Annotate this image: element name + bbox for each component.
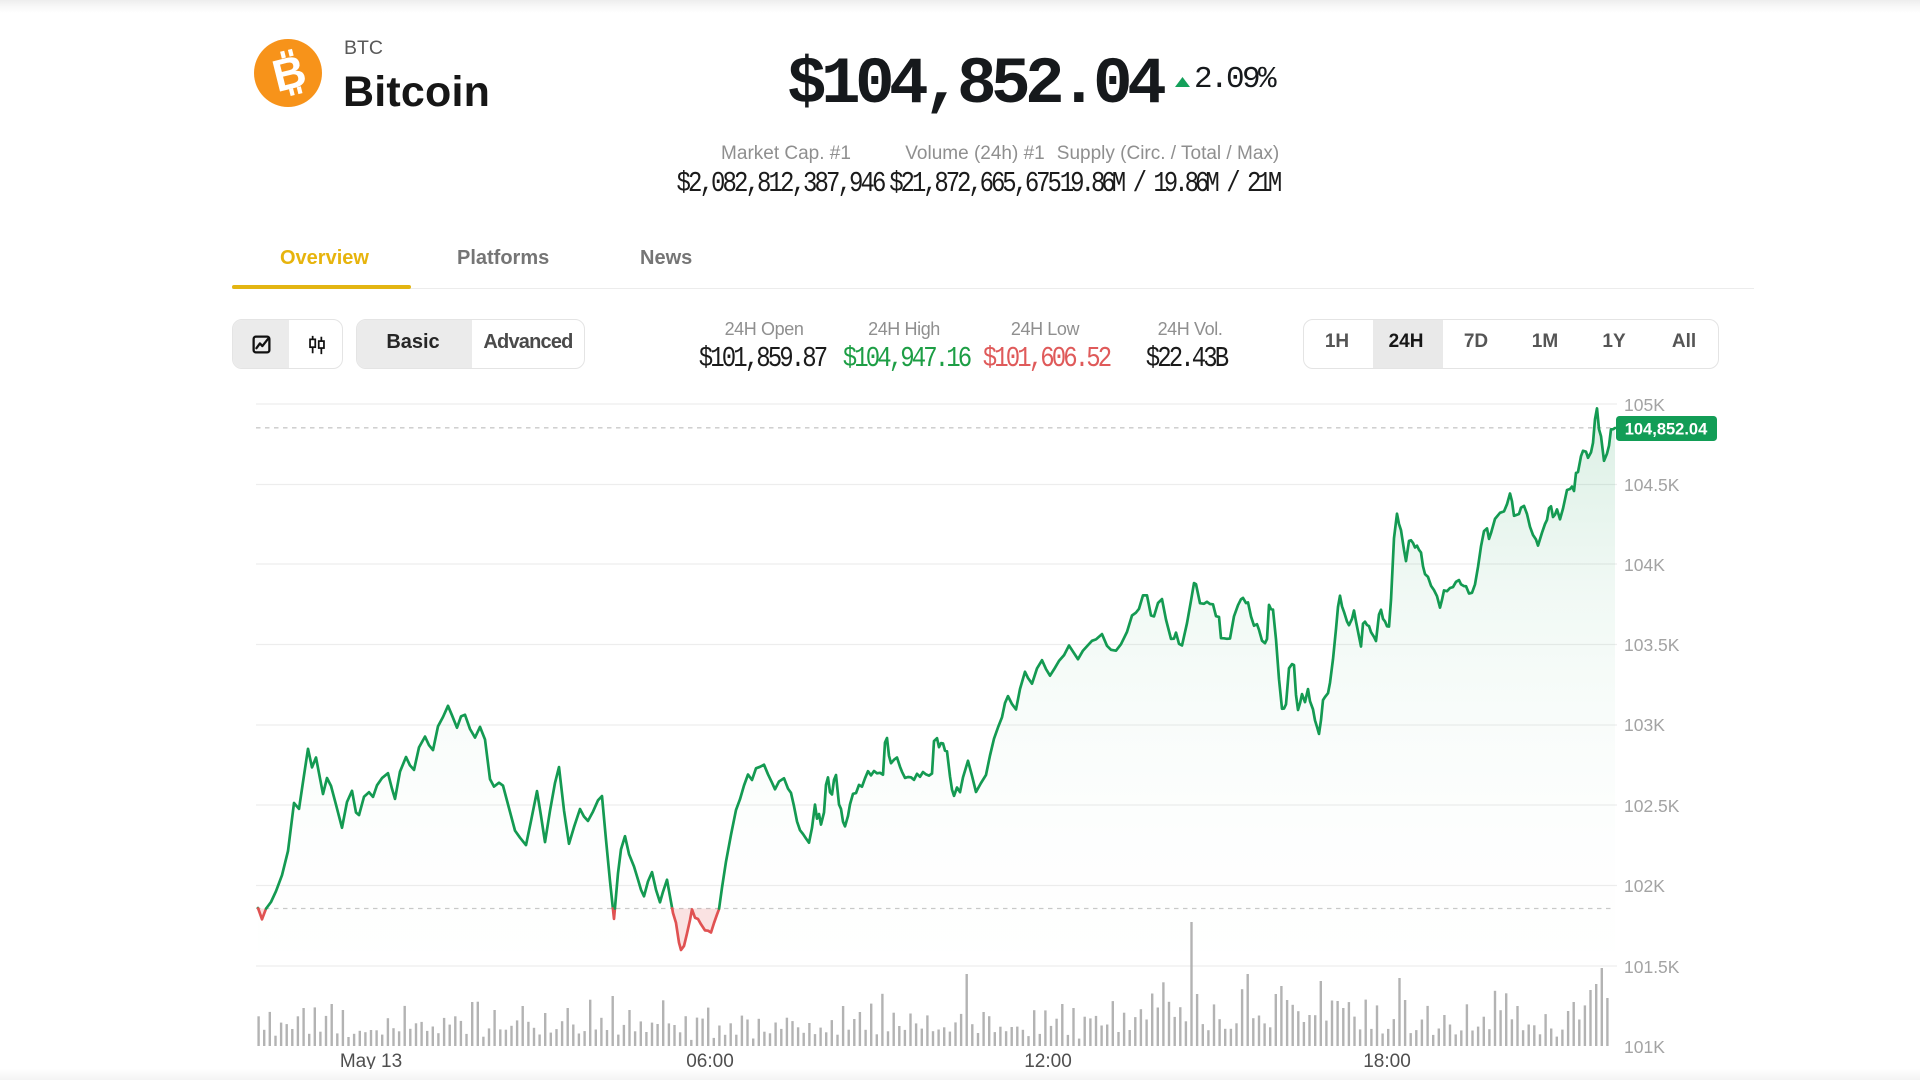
svg-text:104K: 104K (1624, 555, 1665, 575)
svg-text:105K: 105K (1624, 395, 1665, 415)
svg-text:103K: 103K (1624, 715, 1665, 735)
svg-text:101.5K: 101.5K (1624, 957, 1680, 977)
svg-text:06:00: 06:00 (686, 1051, 734, 1072)
svg-text:104.5K: 104.5K (1624, 475, 1680, 495)
svg-text:104,852.04: 104,852.04 (1625, 421, 1708, 439)
svg-text:102K: 102K (1624, 876, 1665, 896)
svg-text:18:00: 18:00 (1363, 1051, 1411, 1072)
svg-text:May 13: May 13 (340, 1051, 402, 1072)
svg-text:101K: 101K (1624, 1037, 1665, 1057)
svg-text:12:00: 12:00 (1024, 1051, 1072, 1072)
svg-text:102.5K: 102.5K (1624, 796, 1680, 816)
svg-text:103.5K: 103.5K (1624, 635, 1680, 655)
